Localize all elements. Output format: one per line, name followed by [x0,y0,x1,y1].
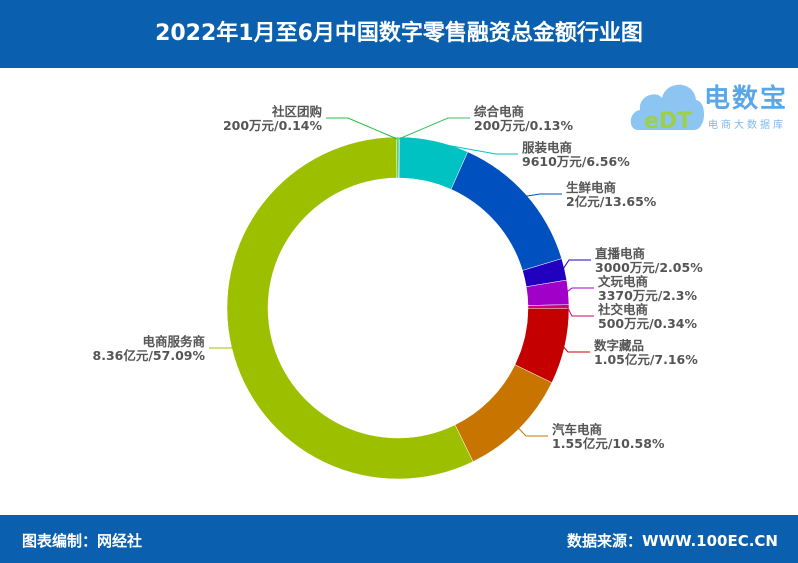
leader-line [566,306,594,317]
slice-label: 生鲜电商 [566,180,616,195]
slice-value: 200万元/0.13% [474,118,573,133]
leader-line [565,287,594,293]
slice-社交电商 [527,304,570,309]
slice-label: 汽车电商 [552,422,602,437]
logo: eDT 电数宝 电商大数据库 [628,72,793,138]
slice-label: 数字藏品 [593,338,644,353]
slice-label: 直播电商 [595,246,645,261]
leader-line [562,345,590,353]
footer-source: 数据来源：WWW.100EC.CN [567,532,778,550]
slice-value: 3000万元/2.05% [595,260,703,275]
leader-line [433,142,518,155]
slice-value: 200万元/0.14% [223,118,322,133]
slice-电商服务商 [226,136,474,480]
logo-name: 电数宝 [704,84,789,114]
slice-label: 综合电商 [474,104,524,119]
slice-value: 1.05亿元/7.16% [594,352,698,367]
slice-value: 8.36亿元/57.09% [93,348,206,363]
slice-label: 社区团购 [271,104,322,119]
svg-text:eDT: eDT [644,109,692,134]
slice-社区团购 [396,136,399,179]
slice-value: 1.55亿元/10.58% [552,436,665,451]
logo-subtitle: 电商大数据库 [708,120,786,131]
footer-credit: 图表编制：网经社 [22,532,143,550]
slice-label: 社交电商 [597,302,648,317]
slice-value: 3370万元/2.3% [598,288,697,303]
leader-line [326,117,398,140]
slice-value: 500万元/0.34% [598,316,697,331]
leader-line [517,427,548,437]
chart-title: 2022年1月至6月中国数字零售融资总金额行业图 [0,0,798,68]
slice-生鲜电商 [450,151,563,271]
slice-label: 文玩电商 [598,274,648,289]
slice-汽车电商 [454,364,553,462]
leader-line [209,346,234,349]
leader-line [562,259,591,271]
footer: 图表编制：网经社 数据来源：WWW.100EC.CN [0,515,798,563]
leader-line [398,117,470,140]
cloud-logo-icon: eDT [630,84,705,134]
slice-value: 9610万元/6.56% [522,154,630,169]
leader-line [524,193,562,197]
slice-label: 电商服务商 [142,334,205,349]
slice-value: 2亿元/13.65% [566,194,657,209]
slice-label: 服装电商 [522,140,572,155]
